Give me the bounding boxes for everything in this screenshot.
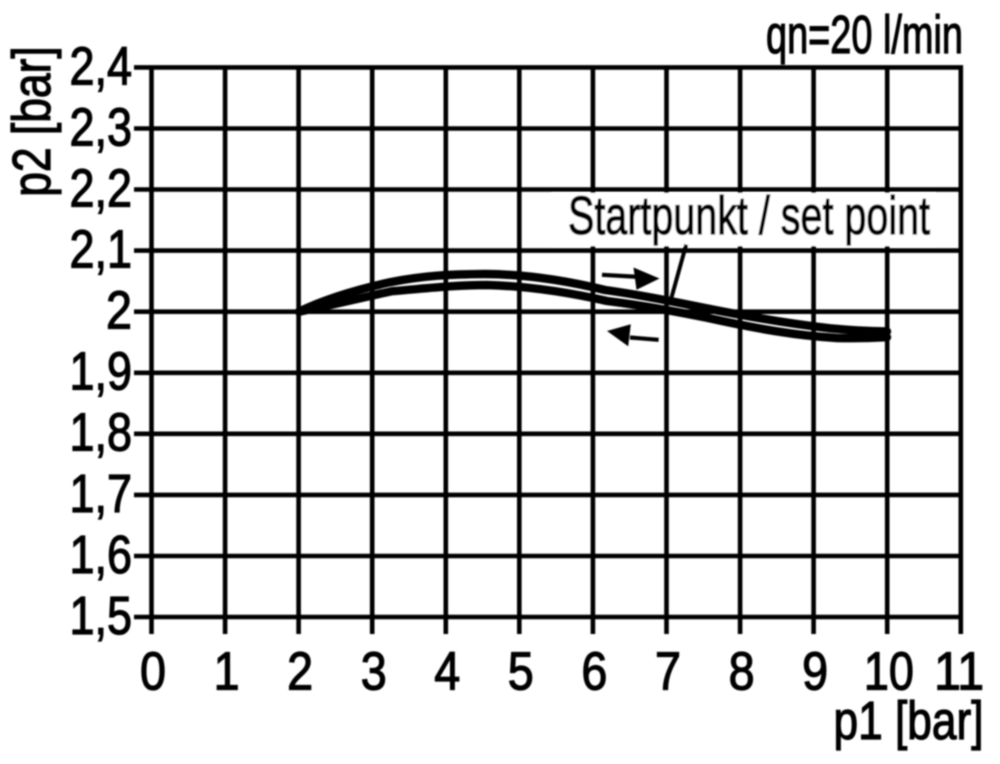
svg-text:8: 8 — [729, 642, 755, 702]
svg-text:1: 1 — [214, 642, 240, 702]
svg-text:2,3: 2,3 — [70, 97, 133, 157]
svg-text:4: 4 — [434, 642, 460, 702]
svg-text:11: 11 — [934, 642, 984, 702]
svg-text:2,4: 2,4 — [70, 36, 133, 96]
svg-text:p1 [bar]: p1 [bar] — [834, 691, 984, 751]
svg-text:6: 6 — [581, 642, 607, 702]
svg-text:7: 7 — [655, 642, 681, 702]
svg-text:5: 5 — [508, 642, 534, 702]
svg-text:0: 0 — [140, 642, 166, 702]
svg-text:1,5: 1,5 — [70, 586, 133, 646]
svg-text:1,9: 1,9 — [70, 342, 133, 402]
svg-text:2: 2 — [106, 281, 132, 341]
svg-text:Startpunkt / set point: Startpunkt / set point — [568, 186, 930, 246]
svg-text:2,2: 2,2 — [70, 158, 133, 218]
svg-text:1,8: 1,8 — [70, 403, 133, 463]
svg-text:2: 2 — [287, 642, 313, 702]
svg-text:1,6: 1,6 — [70, 525, 133, 585]
svg-text:2,1: 2,1 — [70, 220, 133, 280]
svg-text:p2 [bar]: p2 [bar] — [2, 46, 62, 197]
svg-text:3: 3 — [361, 642, 387, 702]
svg-text:1,7: 1,7 — [70, 464, 133, 524]
svg-text:10: 10 — [864, 642, 914, 702]
svg-text:qn=20 l/min: qn=20 l/min — [766, 5, 963, 65]
svg-text:9: 9 — [802, 642, 828, 702]
